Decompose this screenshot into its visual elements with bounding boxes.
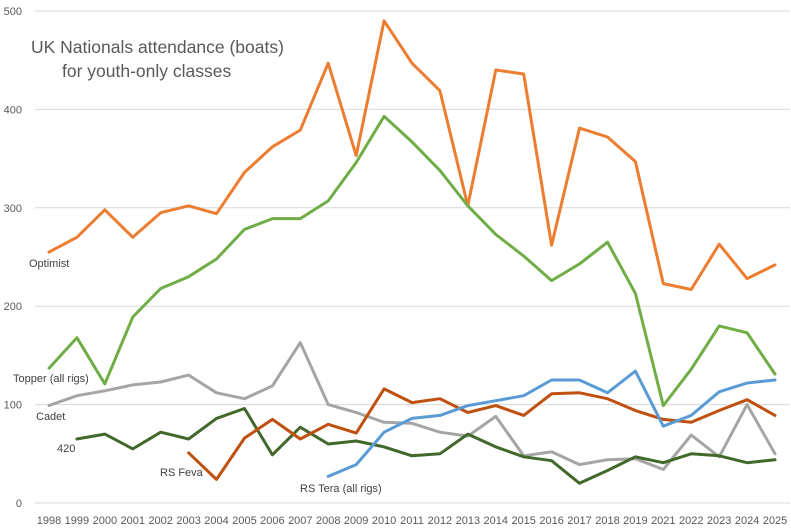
y-axis-ticks: 0 100 200 300 400 500 — [4, 6, 22, 510]
series-lines — [47, 19, 777, 485]
x-tick-label: 2017 — [567, 515, 591, 527]
x-tick-label: 2023 — [707, 515, 731, 527]
series-line-cadet — [47, 341, 777, 471]
x-tick-label: 2000 — [93, 515, 117, 527]
x-tick-label: 2025 — [763, 515, 787, 527]
series-label-420: 420 — [57, 443, 75, 455]
x-tick-label: 2010 — [372, 515, 396, 527]
x-tick-label: 2014 — [484, 515, 508, 527]
x-tick-label: 2015 — [511, 515, 535, 527]
x-tick-label: 2016 — [539, 515, 563, 527]
x-tick-label: 2006 — [260, 515, 284, 527]
x-tick-label: 2011 — [400, 515, 424, 527]
y-tick-label: 400 — [4, 104, 22, 116]
x-tick-label: 2018 — [595, 515, 619, 527]
series-label-topper: Topper (all rigs) — [13, 373, 89, 385]
chart-title-line-2: for youth-only classes — [62, 61, 231, 81]
series-line-rs-tera-all-rigs — [326, 369, 777, 478]
x-tick-label: 2002 — [148, 515, 172, 527]
x-tick-label: 2003 — [176, 515, 200, 527]
x-tick-label: 2004 — [204, 515, 228, 527]
y-tick-label: 200 — [4, 301, 22, 313]
series-label-rs-feva: RS Feva — [160, 467, 204, 479]
x-tick-label: 1999 — [65, 515, 89, 527]
series-label-rs-tera: RS Tera (all rigs) — [300, 483, 382, 495]
series-line-420 — [75, 407, 777, 485]
y-tick-label: 0 — [16, 498, 22, 510]
series-label-cadet: Cadet — [36, 411, 65, 423]
y-tick-label: 100 — [4, 400, 22, 412]
x-tick-label: 2021 — [651, 515, 675, 527]
y-tick-label: 300 — [4, 203, 22, 215]
x-tick-label: 1998 — [37, 515, 61, 527]
y-tick-label: 500 — [4, 6, 22, 18]
x-tick-label: 2019 — [623, 515, 647, 527]
x-tick-label: 2005 — [232, 515, 256, 527]
gridlines — [35, 10, 790, 504]
x-tick-label: 2022 — [679, 515, 703, 527]
series-line-optimist — [47, 19, 777, 291]
series-label-optimist: Optimist — [29, 258, 69, 270]
x-tick-label: 2008 — [316, 515, 340, 527]
x-tick-label: 2012 — [428, 515, 452, 527]
x-tick-label: 2007 — [288, 515, 312, 527]
chart-title-line-1: UK Nationals attendance (boats) — [31, 37, 284, 57]
x-axis-ticks: 1998 1999 2000 2001 2002 2003 2004 2005 2006 2007… — [37, 515, 787, 527]
x-tick-label: 2013 — [456, 515, 480, 527]
x-tick-label: 2001 — [121, 515, 145, 527]
x-tick-label: 2024 — [735, 515, 759, 527]
x-tick-label: 2009 — [344, 515, 368, 527]
series-line-topper-all-rigs — [47, 114, 777, 408]
